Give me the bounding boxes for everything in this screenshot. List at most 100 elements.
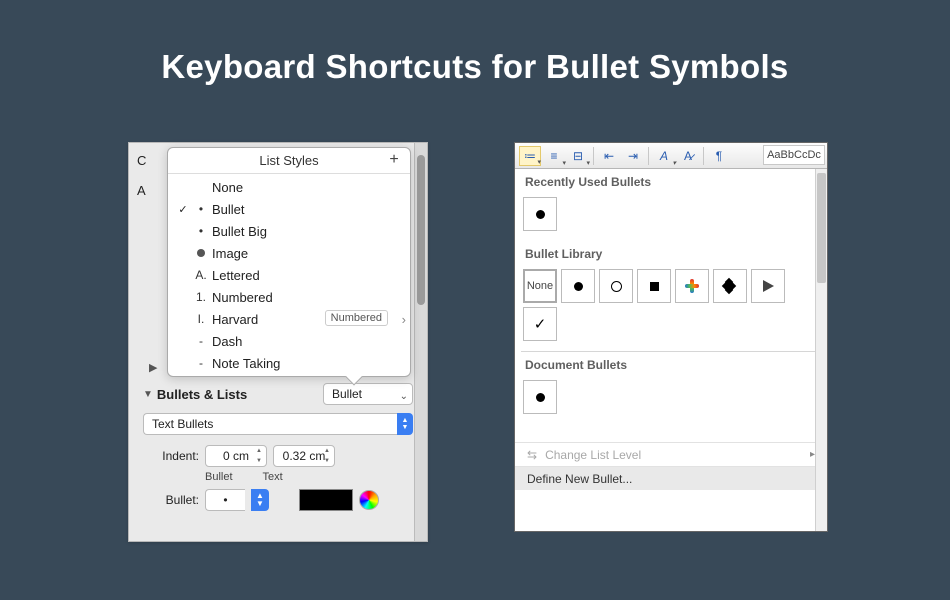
bullet-tile-diamond4[interactable] xyxy=(713,269,747,303)
font-effects-button[interactable]: A▾ xyxy=(653,146,675,166)
bullets-ribbon-button[interactable]: ≔▾ xyxy=(519,146,541,166)
chevron-updown-icon: ⌄ xyxy=(400,387,408,407)
bullet-tile-arrow[interactable] xyxy=(751,269,785,303)
stepper-icon[interactable]: ▲▼ xyxy=(322,448,332,464)
ribbon-toolbar: ≔▾ ≡▾ ⊟▾ ⇤ ⇥ A▾ A̷ ¶ AaBbCcDc xyxy=(515,143,827,169)
select-stepper-icon[interactable]: ▲▼ xyxy=(397,413,413,435)
section-title: Bullets & Lists xyxy=(157,387,323,402)
bullet-color-swatch[interactable] xyxy=(299,489,353,511)
list-style-item[interactable]: None xyxy=(168,176,410,198)
bullet-marker-icon: 1. xyxy=(190,290,212,304)
indent-label: Indent: xyxy=(143,449,199,463)
multilevel-ribbon-button[interactable]: ⊟▾ xyxy=(567,146,589,166)
ribbon-sep xyxy=(703,147,704,165)
popover-title: List Styles xyxy=(259,153,318,168)
chevron-right-icon: › xyxy=(402,312,406,327)
change-list-level-menu: ⇆ Change List Level ▸ xyxy=(515,442,827,466)
ribbon-sep xyxy=(648,147,649,165)
list-style-label: Bullet Big xyxy=(212,224,404,239)
list-style-item[interactable]: I.HarvardNumbered› xyxy=(168,308,410,330)
bullet-tile-check[interactable]: ✓ xyxy=(523,307,557,341)
list-style-item[interactable]: 1.Numbered xyxy=(168,286,410,308)
list-style-item[interactable]: ✓•Bullet xyxy=(168,198,410,220)
indent-bullet-value: 0 cm xyxy=(223,449,249,463)
define-new-bullet-label: Define New Bullet... xyxy=(527,472,632,486)
list-style-label: Note Taking xyxy=(212,356,404,371)
scrollbar[interactable] xyxy=(815,169,827,531)
bullet-tile-dot[interactable] xyxy=(523,197,557,231)
bullet-marker-icon: - xyxy=(190,334,212,348)
document-bullets-heading: Document Bullets xyxy=(515,352,827,376)
indent-text-value: 0.32 cm xyxy=(283,449,326,463)
numbering-ribbon-button[interactable]: ≡▾ xyxy=(543,146,565,166)
cropped-letter-a: A xyxy=(137,183,146,198)
word-bullet-menu-panel: ≔▾ ≡▾ ⊟▾ ⇤ ⇥ A▾ A̷ ¶ AaBbCcDc Recently U… xyxy=(514,142,828,532)
ribbon-sep xyxy=(593,147,594,165)
change-list-level-label: Change List Level xyxy=(545,448,641,462)
bullet-tile-square[interactable] xyxy=(637,269,671,303)
list-styles-popover: List Styles + None✓•Bullet•Bullet BigIma… xyxy=(167,147,411,377)
list-style-label: Bullet xyxy=(212,202,404,217)
bullet-char-select[interactable]: • xyxy=(205,489,245,511)
popover-header: List Styles + xyxy=(168,148,410,174)
list-style-dropdown[interactable]: Bullet ⌄ xyxy=(323,383,413,405)
bullet-marker-icon xyxy=(190,246,212,260)
list-style-label: Dash xyxy=(212,334,404,349)
bullet-marker-icon: • xyxy=(190,202,212,216)
document-bullets-tiles xyxy=(515,376,827,424)
list-style-label: Numbered xyxy=(212,290,404,305)
list-style-label: Lettered xyxy=(212,268,404,283)
bullet-char-label: Bullet: xyxy=(143,493,199,507)
style-preview[interactable]: AaBbCcDc xyxy=(763,145,825,165)
decrease-indent-button[interactable]: ⇤ xyxy=(598,146,620,166)
scrollbar[interactable] xyxy=(414,143,427,541)
increase-indent-button[interactable]: ⇥ xyxy=(622,146,644,166)
bullet-char-stepper[interactable]: ▲▼ xyxy=(251,489,269,511)
list-style-value: Bullet xyxy=(332,387,362,401)
indent-col-text-label: Text xyxy=(263,471,283,483)
cropped-letter: C xyxy=(137,153,146,168)
bullet-library-heading: Bullet Library xyxy=(515,241,827,265)
list-style-item[interactable]: -Note Taking xyxy=(168,352,410,374)
define-new-bullet-menu[interactable]: Define New Bullet... xyxy=(515,466,827,490)
paragraph-marks-button[interactable]: ¶ xyxy=(708,146,730,166)
mac-list-styles-panel: C A ▶ List Styles + None✓•Bullet•Bullet … xyxy=(128,142,428,542)
list-styles-list: None✓•Bullet•Bullet BigImageA.Lettered1.… xyxy=(168,174,410,376)
list-style-item[interactable]: •Bullet Big xyxy=(168,220,410,242)
bullet-marker-icon: A. xyxy=(190,268,212,282)
style-badge: Numbered xyxy=(325,310,388,326)
scrollbar-thumb[interactable] xyxy=(417,155,425,305)
bullet-tile-ring[interactable] xyxy=(599,269,633,303)
bullet-marker-icon: • xyxy=(190,224,212,238)
list-style-item[interactable]: A.Lettered xyxy=(168,264,410,286)
page-title: Keyboard Shortcuts for Bullet Symbols xyxy=(0,0,950,86)
indent-bullet-field[interactable]: 0 cm ▲▼ xyxy=(205,445,267,467)
bullet-marker-icon: - xyxy=(190,356,212,370)
bullets-lists-section: ▼ Bullets & Lists Bullet ⌄ Text Bullets … xyxy=(143,383,413,511)
list-style-label: Image xyxy=(212,246,404,261)
bullet-tile-none[interactable]: None xyxy=(523,269,557,303)
check-icon: ✓ xyxy=(176,203,190,216)
disclosure-triangle-icon[interactable]: ▶ xyxy=(149,361,157,374)
color-wheel-icon[interactable] xyxy=(359,490,379,510)
bullet-tile-dot[interactable] xyxy=(561,269,595,303)
indent-icon: ⇆ xyxy=(527,448,537,462)
scrollbar-thumb[interactable] xyxy=(817,173,826,283)
bullet-marker-icon: I. xyxy=(190,312,212,326)
list-style-item[interactable]: -Dash xyxy=(168,330,410,352)
disclosure-down-icon[interactable]: ▼ xyxy=(143,389,153,400)
clear-format-button[interactable]: A̷ xyxy=(677,146,699,166)
indent-text-field[interactable]: 0.32 cm ▲▼ xyxy=(273,445,335,467)
bullet-tile-fourstar[interactable] xyxy=(675,269,709,303)
bullet-type-select[interactable]: Text Bullets xyxy=(143,413,397,435)
recent-bullets-heading: Recently Used Bullets xyxy=(515,169,827,193)
recent-bullets-tiles xyxy=(515,193,827,241)
stepper-icon[interactable]: ▲▼ xyxy=(254,448,264,464)
add-style-button[interactable]: + xyxy=(385,151,403,169)
bullet-tile-dot[interactable] xyxy=(523,380,557,414)
list-style-label: None xyxy=(212,180,404,195)
indent-col-bullet-label: Bullet xyxy=(205,471,233,483)
list-style-item[interactable]: Image xyxy=(168,242,410,264)
bullet-menu-body: Recently Used Bullets Bullet Library Non… xyxy=(515,169,827,531)
bullet-library-tiles: None ✓ xyxy=(515,265,827,351)
